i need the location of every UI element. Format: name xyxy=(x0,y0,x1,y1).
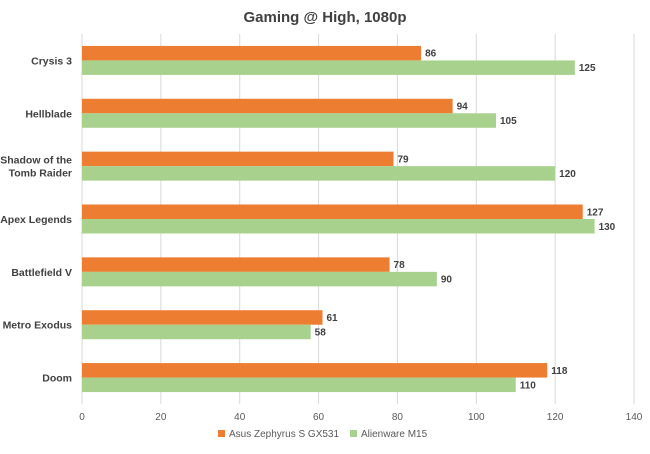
bar xyxy=(82,324,311,340)
x-tick-label: 80 xyxy=(392,412,404,423)
data-label: 105 xyxy=(500,116,517,127)
data-label: 127 xyxy=(587,207,604,218)
data-label: 86 xyxy=(425,49,437,60)
data-label: 125 xyxy=(579,63,596,74)
bar xyxy=(82,98,453,114)
category-label: Shadow of the Tomb Raider xyxy=(0,155,72,180)
category-label: Crysis 3 xyxy=(31,55,72,67)
data-label: 90 xyxy=(441,275,453,286)
category-label: Apex Legends xyxy=(0,214,72,226)
legend-label: Asus Zephyrus S GX531 xyxy=(229,429,339,440)
data-label: 118 xyxy=(551,366,568,377)
x-tick-label: 0 xyxy=(79,412,85,423)
chart-title: Gaming @ High, 1080p xyxy=(244,9,407,26)
category-label: Battlefield V xyxy=(11,267,72,279)
data-label: 61 xyxy=(327,313,339,324)
x-tick-label: 120 xyxy=(547,412,564,423)
legend-swatch xyxy=(350,430,357,437)
category-label: Metro Exodus xyxy=(3,320,73,332)
x-tick-labels: 0 20 40 60 80 100 120 140 xyxy=(79,412,643,423)
bar xyxy=(82,113,496,128)
x-tick-label: 100 xyxy=(468,412,485,423)
category-labels: Crysis 3 Hellblade Shadow of the Tomb Raide… xyxy=(0,55,72,384)
data-label: 130 xyxy=(599,222,616,233)
data-label: 110 xyxy=(520,380,537,391)
bar xyxy=(82,377,516,393)
bar xyxy=(82,166,556,181)
bar xyxy=(82,257,390,272)
data-label: 120 xyxy=(559,169,576,180)
bar xyxy=(82,151,394,167)
bar xyxy=(82,219,595,234)
x-tick-label: 40 xyxy=(234,412,246,423)
x-tick-label: 60 xyxy=(313,412,325,423)
legend-swatch xyxy=(218,430,225,437)
bar xyxy=(82,310,323,325)
x-tick-label: 140 xyxy=(626,412,643,423)
x-tick-label: 20 xyxy=(155,412,167,423)
data-label: 94 xyxy=(457,102,469,113)
bar xyxy=(82,45,422,61)
category-label: Hellblade xyxy=(25,108,72,120)
bar xyxy=(82,363,548,378)
data-label: 78 xyxy=(394,260,406,271)
legend-label: Alienware M15 xyxy=(361,429,428,440)
legend: Asus Zephyrus S GX531 Alienware M15 xyxy=(218,429,428,440)
bar xyxy=(82,60,575,75)
bar xyxy=(82,271,437,287)
bar xyxy=(82,204,583,219)
data-label: 58 xyxy=(315,327,327,338)
data-label: 79 xyxy=(397,154,409,165)
category-label: Doom xyxy=(42,373,72,385)
